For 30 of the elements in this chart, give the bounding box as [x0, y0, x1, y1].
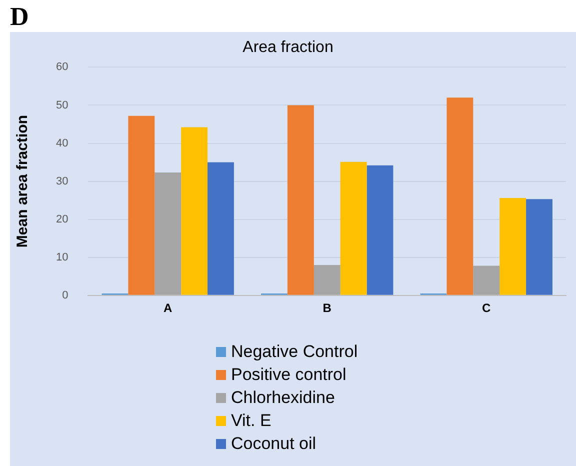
legend-label: Vit. E: [231, 410, 272, 430]
x-tick-label: B: [322, 300, 332, 315]
bar: [446, 98, 474, 295]
legend-label: Chlorhexidine: [231, 388, 335, 408]
bar: [526, 199, 552, 295]
y-axis-title: Mean area fraction: [14, 115, 32, 248]
y-tick-label: 50: [56, 99, 68, 112]
bar: [181, 127, 208, 295]
chart-title: Area fraction: [242, 39, 334, 56]
x-tick-label: A: [164, 300, 173, 315]
bar: [287, 105, 314, 295]
y-tick-label: 40: [56, 137, 68, 150]
text: D: [10, 2, 29, 32]
y-tick-label: 20: [56, 213, 68, 226]
y-tick-label: 0: [62, 289, 68, 302]
bar: [340, 162, 367, 295]
bar: [314, 264, 340, 295]
y-tick-label: 60: [56, 61, 68, 74]
y-tick-label: 30: [56, 175, 68, 188]
bar: [154, 172, 182, 295]
bar: [128, 116, 155, 295]
bar: [366, 165, 394, 295]
legend-label: Coconut oil: [231, 434, 316, 454]
bar: [208, 162, 234, 295]
bar: [500, 198, 526, 295]
legend-label: Negative Control: [231, 342, 358, 362]
y-tick-label: 10: [56, 251, 68, 264]
legend-label: Positive control: [231, 364, 346, 384]
bar: [473, 266, 500, 295]
x-tick-label: C: [482, 300, 492, 315]
